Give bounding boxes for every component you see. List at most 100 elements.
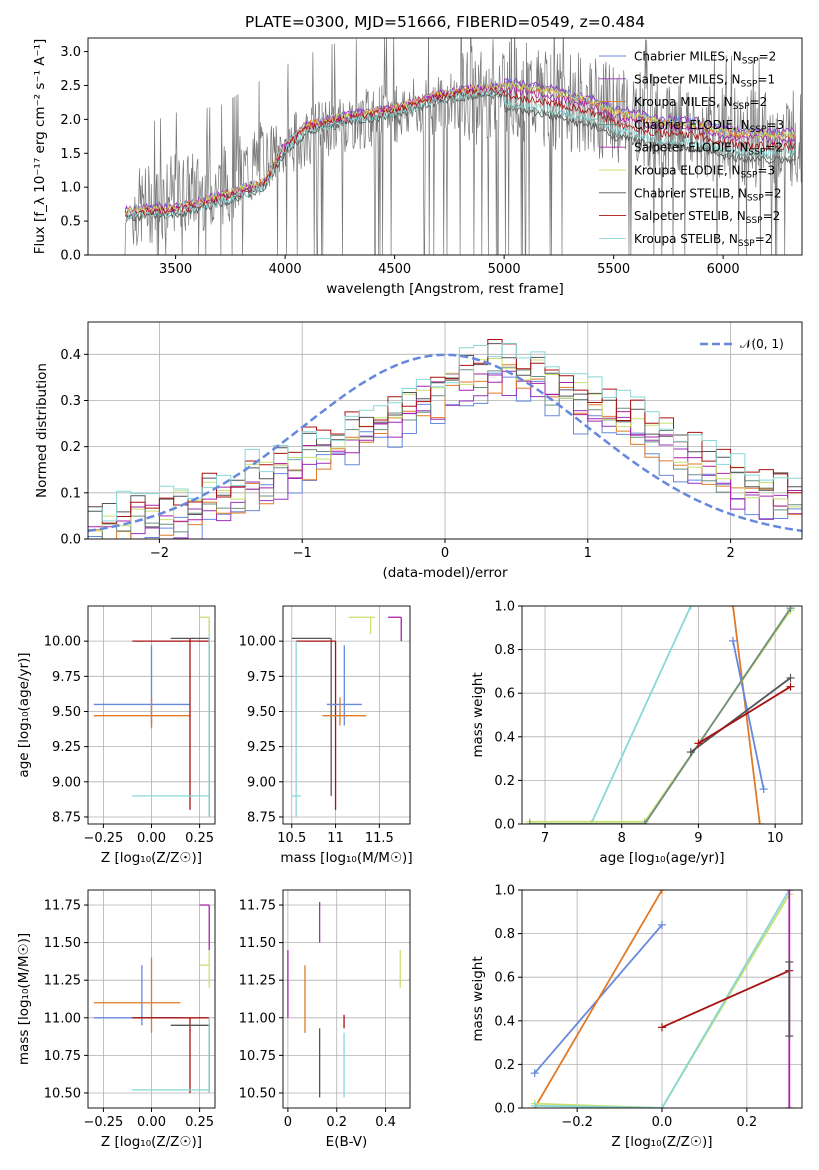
weight-line bbox=[529, 607, 792, 824]
model-spectrum-line bbox=[124, 77, 796, 213]
plot-area bbox=[93, 904, 210, 1093]
y-tick-label: 11.25 bbox=[239, 974, 276, 989]
y-tick-label: 9.75 bbox=[52, 670, 81, 685]
y-tick-label: 8.75 bbox=[52, 810, 81, 825]
y-tick-label: 9.50 bbox=[52, 705, 81, 720]
legend-entry: Kroupa MILES, NSSP=2 bbox=[634, 95, 767, 112]
y-axis-label: mass weight bbox=[470, 672, 486, 757]
y-tick-label: 0.5 bbox=[60, 215, 81, 230]
x-tick-label: 4000 bbox=[269, 262, 302, 277]
x-tick-label: 0.0 bbox=[652, 1115, 673, 1130]
x-tick-label: 11.5 bbox=[365, 831, 394, 846]
x-axis-label: mass [log₁₀(M/M☉)] bbox=[280, 850, 412, 866]
y-tick-label: 10.50 bbox=[44, 1086, 81, 1101]
x-tick-label: 7 bbox=[541, 831, 549, 846]
axes-frame bbox=[87, 321, 803, 540]
weight-vs-age-panel: 7 8 9 10 0.0 0.2 0.4 0.6 0.8 1.0 age [log₁₀(age/yr… bbox=[470, 600, 803, 866]
y-tick-label: 0.4 bbox=[494, 1014, 515, 1029]
x-tick-label: −0.25 bbox=[83, 831, 123, 846]
axes-frame bbox=[282, 605, 411, 825]
y-tick-label: 9.00 bbox=[52, 775, 81, 790]
y-tick-label: 10.75 bbox=[44, 1049, 81, 1064]
y-tick-label: 0.6 bbox=[494, 971, 515, 986]
residual-histogram bbox=[88, 342, 802, 522]
legend-entry: Kroupa STELIB, NSSP=2 bbox=[634, 232, 772, 249]
weight-vs-metallicity-panel: −0.2 0.0 0.2 0.0 0.2 0.4 0.6 0.8 1.0 Z [log₁₀(Z/Z… bbox=[470, 884, 803, 1150]
y-tick-label: 0.2 bbox=[494, 1058, 515, 1073]
residual-histogram bbox=[88, 343, 802, 528]
x-tick-label: 9 bbox=[694, 831, 702, 846]
x-axis-label: Z [log₁₀(Z/Z☉)] bbox=[101, 1134, 202, 1150]
weight-line bbox=[690, 677, 792, 753]
x-tick-label: 4500 bbox=[378, 262, 411, 277]
age-vs-mass-panel: 10.5 11 11.5 8.75 9.00 9.25 9.50 9.75 10.00 mass … bbox=[239, 605, 413, 866]
x-tick-label: 0.00 bbox=[137, 1115, 166, 1130]
y-tick-label: 11.75 bbox=[239, 899, 276, 914]
weight-line bbox=[534, 890, 791, 1108]
legend-entry: Kroupa ELODIE, NSSP=3 bbox=[634, 164, 775, 181]
model-spectrum-line bbox=[124, 86, 796, 218]
x-tick-label: 10 bbox=[767, 831, 784, 846]
y-tick-label: 0.4 bbox=[494, 730, 515, 745]
y-tick-label: 0.1 bbox=[60, 486, 81, 501]
x-tick-label: −1 bbox=[293, 546, 312, 561]
y-tick-label: 0.0 bbox=[60, 249, 81, 264]
y-tick-label: 9.25 bbox=[52, 740, 81, 755]
y-tick-label: 0.2 bbox=[494, 774, 515, 789]
y-tick-label: 11.00 bbox=[239, 1011, 276, 1026]
y-tick-label: 0.2 bbox=[60, 440, 81, 455]
x-axis-label: Z [log₁₀(Z/Z☉)] bbox=[611, 1134, 712, 1150]
y-axis-label: mass weight bbox=[470, 956, 486, 1041]
axes-frame bbox=[87, 889, 216, 1109]
x-tick-label: 8 bbox=[618, 831, 626, 846]
y-tick-label: 1.0 bbox=[494, 600, 515, 615]
plot-area bbox=[88, 339, 802, 539]
axes-frame bbox=[87, 37, 803, 256]
residual-histogram bbox=[88, 374, 802, 539]
legend-entry: Chabrier STELIB, NSSP=2 bbox=[634, 186, 782, 203]
y-tick-label: 0.0 bbox=[494, 1102, 515, 1117]
residuals-panel: −2 −1 0 1 2 0.0 0.1 0.2 0.3 0.4 (data-model)/error… bbox=[34, 321, 803, 581]
axes-frame bbox=[521, 605, 803, 825]
x-axis-label: (data-model)/error bbox=[382, 565, 508, 581]
x-tick-label: 0.25 bbox=[185, 831, 214, 846]
normal-curve bbox=[88, 353, 802, 533]
x-tick-label: −2 bbox=[150, 546, 169, 561]
y-tick-label: 1.0 bbox=[494, 884, 515, 899]
model-spectrum-line bbox=[124, 90, 796, 222]
weight-line bbox=[534, 893, 791, 1108]
mass-vs-ebv-panel: 0 0.2 0.4 10.50 10.75 11.00 11.25 11.50 11.75 E(B… bbox=[239, 889, 411, 1150]
weight-line bbox=[533, 890, 663, 1108]
y-tick-label: 9.50 bbox=[247, 705, 276, 720]
model-spectrum-line bbox=[125, 87, 796, 221]
plot-area bbox=[93, 616, 210, 817]
x-axis-label: wavelength [Angstrom, rest frame] bbox=[326, 281, 564, 297]
y-tick-label: 0.8 bbox=[494, 927, 515, 942]
y-tick-label: 11.00 bbox=[44, 1011, 81, 1026]
weight-line bbox=[697, 685, 791, 745]
plot-area bbox=[525, 606, 795, 824]
plot-area bbox=[530, 890, 794, 1108]
weight-line bbox=[732, 606, 761, 824]
x-tick-label: 1 bbox=[584, 546, 592, 561]
y-tick-label: 10.75 bbox=[239, 1049, 276, 1064]
y-tick-label: 10.00 bbox=[44, 635, 81, 650]
x-tick-label: 0.4 bbox=[375, 1115, 396, 1130]
weight-line bbox=[661, 969, 790, 1029]
y-tick-label: 0.4 bbox=[60, 348, 81, 363]
legend-entry: Salpeter STELIB, NSSP=2 bbox=[634, 209, 780, 226]
y-tick-label: 2.0 bbox=[60, 113, 81, 128]
axes-frame bbox=[87, 605, 216, 825]
y-tick-label: 2.5 bbox=[60, 79, 81, 94]
y-tick-label: 0.6 bbox=[494, 687, 515, 702]
weight-line bbox=[732, 640, 765, 790]
y-axis-label: Normed distribution bbox=[34, 363, 50, 498]
y-tick-label: 11.25 bbox=[44, 974, 81, 989]
x-tick-label: 0.2 bbox=[737, 1115, 758, 1130]
y-tick-label: 0.0 bbox=[494, 818, 515, 833]
legend-entry: 𝒩(0, 1) bbox=[740, 337, 784, 351]
y-axis-label: Flux [f_λ 10⁻¹⁷ erg cm⁻² s⁻¹ A⁻¹] bbox=[32, 39, 48, 255]
y-tick-label: 9.00 bbox=[247, 775, 276, 790]
x-tick-label: 0 bbox=[284, 1115, 292, 1130]
